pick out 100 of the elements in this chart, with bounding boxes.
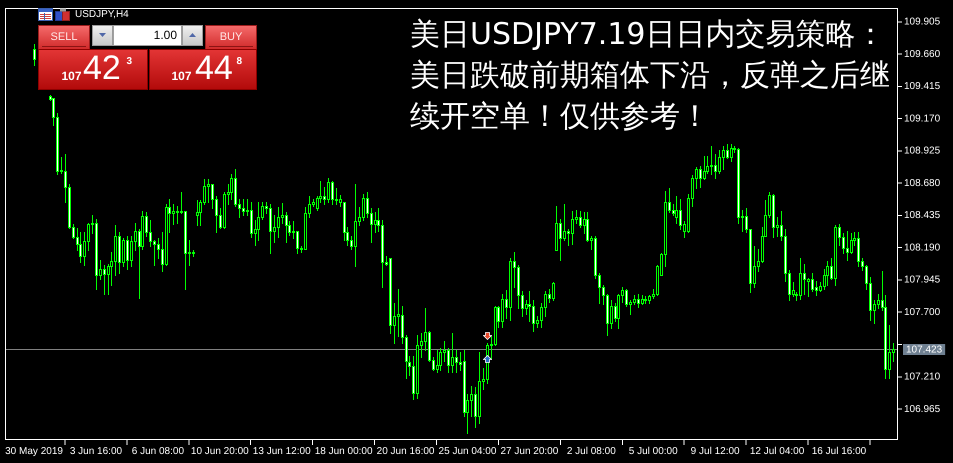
x-tick-label: 3 Jun 16:00 (70, 446, 123, 457)
candlestick (544, 290, 547, 318)
candlestick (362, 194, 365, 222)
candlestick (675, 196, 678, 224)
candlestick (103, 264, 106, 296)
candlestick (846, 230, 849, 262)
candlestick (563, 204, 566, 242)
buy-button: BUY (205, 25, 257, 50)
candlestick (172, 204, 175, 226)
candlestick (803, 264, 806, 296)
candlestick (571, 210, 574, 246)
x-tick-label: 2 Jul 08:00 (566, 446, 616, 457)
candlestick (528, 290, 531, 322)
candlestick (79, 232, 82, 264)
candlestick (281, 202, 284, 224)
annotation: SELL (50, 31, 78, 43)
candlestick (532, 300, 535, 332)
candlestick (641, 294, 644, 306)
candlestick (501, 294, 504, 328)
y-tick-label: 106.965 (904, 404, 941, 415)
candlestick (374, 212, 377, 234)
y-tick-label: 108.925 (904, 146, 941, 157)
candlestick (331, 180, 334, 206)
x-tick-label: 12 Jul 04:00 (750, 446, 805, 457)
x-tick-label: 27 Jun 20:00 (500, 446, 559, 457)
x-tick-label: 25 Jun 04:00 (438, 446, 497, 457)
ref-line-label: 107.423 (906, 344, 943, 356)
x-tick-label: 20 Jun 16:00 (376, 446, 435, 457)
annotation: 3 (126, 56, 132, 66)
y-tick-label: 109.170 (904, 113, 941, 124)
candlestick (699, 166, 702, 188)
candlestick (436, 350, 439, 374)
text: 美日USDJPY7.19日日内交易策略：美日跌破前期箱体下沿，反弹之后继续开空单！仅供参考！ (410, 16, 891, 136)
candlestick (122, 238, 125, 268)
candlestick (617, 294, 620, 330)
candlestick (149, 220, 152, 248)
candlestick (714, 154, 717, 180)
y-tick-label: 109.415 (904, 81, 941, 92)
candlestick (857, 232, 860, 268)
annotation: 1.00 (154, 28, 177, 42)
y-tick-label: 107.700 (904, 306, 941, 318)
candlestick (285, 212, 288, 244)
candlestick (176, 206, 179, 224)
x-tick-label: 30 May 2019 (5, 446, 64, 457)
annotation: 8 (236, 56, 242, 66)
y-tick-label: 109.905 (904, 16, 941, 28)
candlestick (850, 232, 853, 254)
candlestick (451, 332, 454, 374)
x-tick-label: 6 Jun 08:00 (132, 446, 184, 457)
x-tick-label: 5 Jul 00:00 (628, 446, 678, 457)
candlestick (710, 146, 713, 176)
candlestick (552, 282, 555, 302)
candlestick (242, 198, 245, 216)
lot-field: 1.00 (113, 25, 182, 46)
chart-subtitle: USDJPY,H4 (75, 8, 129, 21)
candlestick (559, 218, 562, 262)
annotation: BUY (220, 31, 242, 43)
x-tick-label: 9 Jul 12:00 (690, 446, 740, 457)
y-tick-label: 107.945 (904, 274, 941, 286)
candlestick (126, 236, 129, 270)
candlestick (196, 200, 199, 226)
candlestick (703, 156, 706, 180)
candlestick (815, 280, 818, 296)
candlestick (207, 178, 210, 204)
annotation: 42 (83, 49, 121, 87)
sell-button: SELL (38, 25, 90, 50)
candlestick (730, 144, 733, 162)
x-tick-label: 18 Jun 00:00 (314, 446, 373, 457)
annotation: 107 (62, 68, 82, 82)
candlestick (586, 212, 589, 242)
candlestick (811, 272, 814, 292)
candlestick (443, 340, 446, 362)
annotation: 107 (172, 68, 192, 82)
candlestick (397, 288, 400, 338)
candlestick (625, 288, 628, 308)
candlestick (470, 386, 473, 418)
candlestick (826, 260, 829, 286)
candlestick (718, 150, 721, 174)
candlestick (277, 206, 280, 238)
candlestick (877, 294, 880, 310)
candlestick (579, 210, 582, 228)
candlestick (33, 44, 36, 66)
y-tick-label: 108.190 (904, 242, 941, 254)
candlestick (327, 178, 330, 204)
x-tick-label: 13 Jun 12:00 (252, 446, 312, 457)
candlestick (672, 204, 675, 216)
x-tick-label: 16 Jul 16:00 (812, 446, 867, 457)
candlestick (726, 144, 729, 160)
candlestick (633, 294, 636, 306)
candlestick (679, 198, 682, 230)
candlestick (439, 348, 442, 372)
candlestick (637, 294, 640, 308)
candlestick (447, 348, 450, 374)
y-tick-label: 108.680 (904, 178, 941, 189)
y-tick-label: 107.210 (904, 372, 941, 383)
y-tick-label: 109.660 (904, 48, 941, 60)
candlestick (799, 258, 802, 300)
candlestick (296, 230, 299, 254)
candlestick (250, 202, 253, 238)
candlestick (455, 350, 458, 374)
